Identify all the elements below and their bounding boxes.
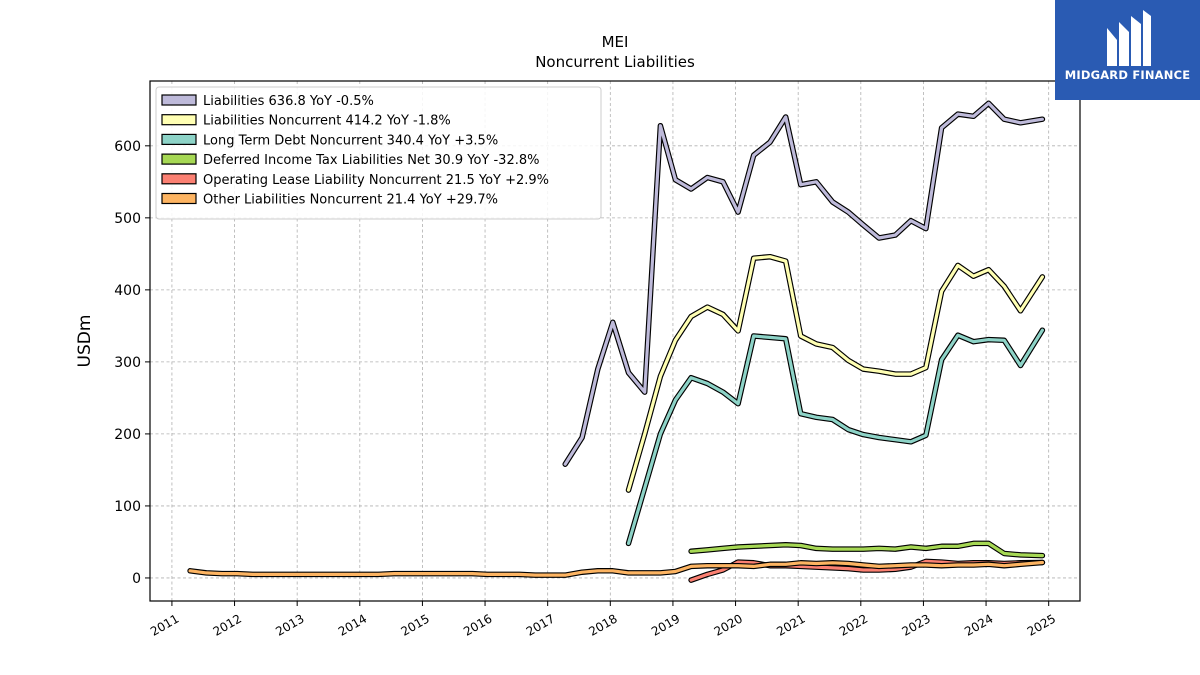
series-3 [688, 540, 1046, 559]
x-tick-label: 2018 [586, 611, 619, 638]
x-tick-label: 2013 [273, 611, 306, 638]
series-outline [625, 253, 1046, 493]
x-tick-label: 2014 [336, 611, 369, 638]
series-line [626, 328, 1044, 545]
x-tick-label: 2025 [1025, 611, 1058, 638]
legend-label: Liabilities Noncurrent 414.2 YoY -1.8% [203, 114, 451, 129]
legend-swatch [161, 114, 197, 126]
y-tick-label: 500 [114, 211, 141, 227]
series-line [626, 255, 1044, 492]
y-tick-label: 600 [114, 139, 141, 155]
y-tick-label: 100 [114, 499, 141, 515]
legend-label: Operating Lease Liability Noncurrent 21.… [203, 173, 549, 188]
legend-label: Deferred Income Tax Liabilities Net 30.9… [203, 153, 539, 168]
x-tick-label: 2023 [899, 611, 932, 638]
x-tick-label: 2019 [649, 611, 682, 638]
legend-swatch [161, 173, 197, 185]
y-tick-label: 300 [114, 355, 141, 371]
x-tick-label: 2015 [398, 611, 431, 638]
legend-label: Liabilities 636.8 YoY -0.5% [203, 94, 374, 109]
chart-title: MEI [602, 33, 629, 51]
legend-box [155, 86, 602, 220]
y-axis: 0 100 200 300 400 500 600 [114, 139, 150, 587]
x-tick-label: 2021 [774, 611, 807, 638]
chart-subtitle: Noncurrent Liabilities [535, 53, 695, 71]
logo: MIDGARD FINANCE [1055, 0, 1200, 100]
y-tick-label: 0 [132, 571, 141, 587]
legend-swatch [161, 94, 197, 106]
series-2 [625, 327, 1046, 547]
legend-swatch [161, 133, 197, 145]
x-tick-label: 2024 [962, 611, 995, 638]
series-line [689, 541, 1044, 558]
logo-brand-text: MIDGARD FINANCE [1064, 68, 1191, 82]
x-axis: 2011 2012 2013 2014 2015 2016 2017 2018 2019 2020… [148, 601, 1058, 639]
x-tick-label: 2012 [211, 611, 244, 638]
y-axis-label: USDm [75, 315, 95, 368]
series-1 [625, 253, 1046, 493]
x-tick-label: 2022 [837, 611, 870, 638]
x-tick-label: 2017 [524, 611, 557, 638]
legend-label: Long Term Debt Noncurrent 340.4 YoY +3.5… [203, 133, 498, 148]
legend-swatch [161, 192, 197, 205]
series-line [188, 560, 1044, 577]
x-tick-label: 2016 [461, 611, 494, 638]
series-layer [187, 100, 1046, 583]
grid [150, 81, 1080, 601]
series-5 [187, 559, 1046, 578]
y-tick-label: 400 [114, 283, 141, 299]
y-tick-label: 200 [114, 427, 141, 443]
midgard-logo-icon [1107, 10, 1151, 66]
series-outline [562, 100, 1046, 467]
legend-label: Other Liabilities Noncurrent 21.4 YoY +2… [203, 193, 498, 208]
series-0 [562, 100, 1046, 467]
plot-frame [149, 80, 1081, 602]
series-line [563, 101, 1044, 466]
legend: Liabilities 636.8 YoY -0.5% Liabilities N… [155, 86, 602, 220]
x-tick-label: 2011 [148, 611, 181, 638]
x-tick-label: 2020 [712, 611, 745, 638]
legend-swatch [161, 153, 197, 165]
